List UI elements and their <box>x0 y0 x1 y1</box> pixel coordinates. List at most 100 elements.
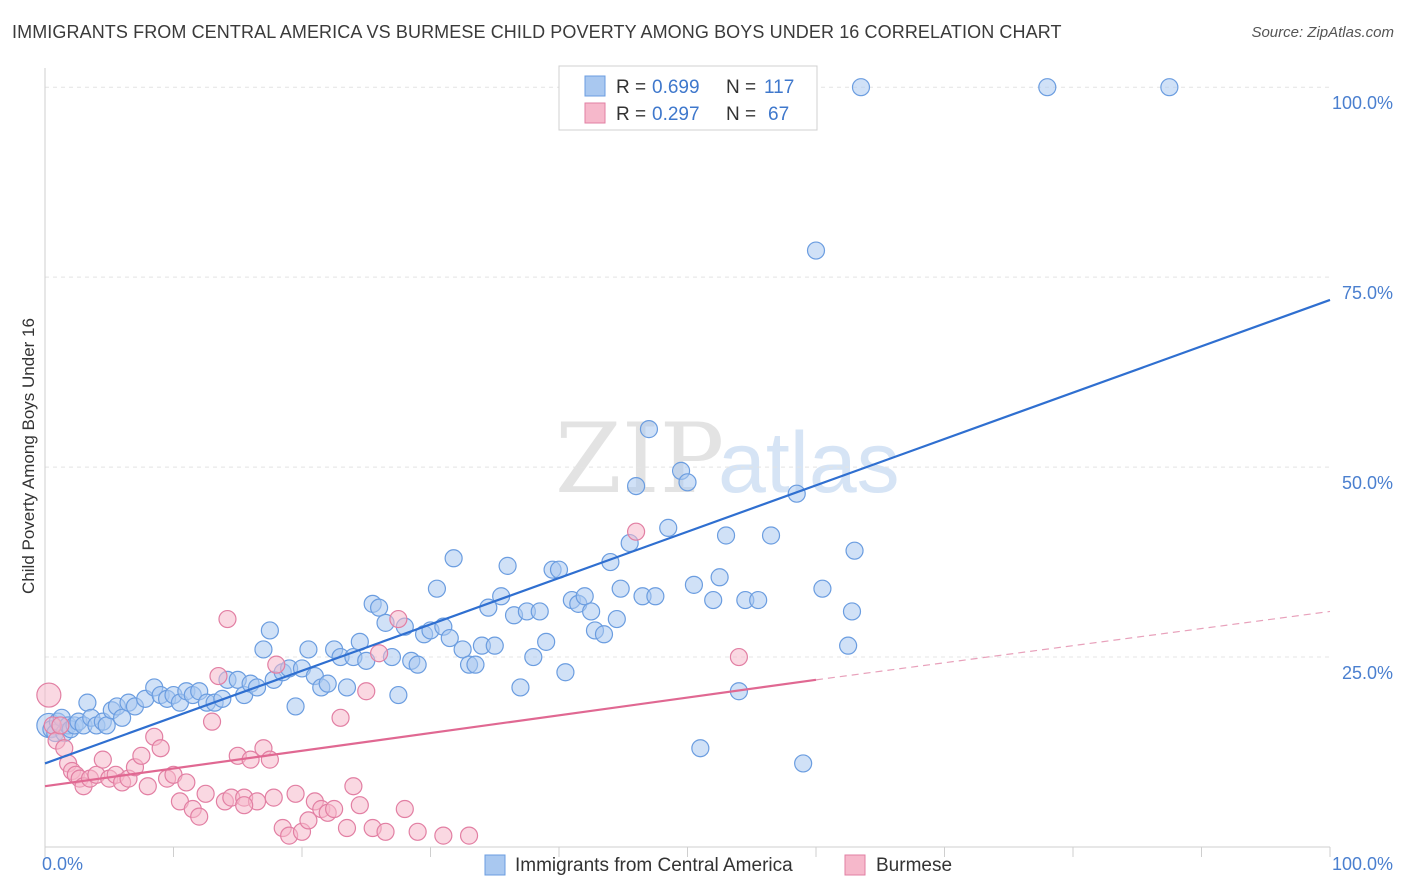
burmese-point <box>325 799 344 819</box>
immigrants-point <box>704 590 723 610</box>
burmese-point <box>331 708 350 727</box>
burmese-point <box>395 799 414 819</box>
burmese-point <box>357 682 376 701</box>
immigrants-point <box>684 575 704 594</box>
trend-line-burmese <box>44 678 817 788</box>
series-burmese <box>36 522 749 845</box>
immigrants-point <box>594 625 614 644</box>
watermark-zip: ZIP <box>555 403 724 515</box>
immigrants-point <box>530 602 549 621</box>
immigrants-point <box>716 526 736 545</box>
burmese-point <box>132 746 151 765</box>
immigrants-point <box>537 632 556 651</box>
burmese-point <box>218 609 237 629</box>
bottom-legend-label-burmese: Burmese <box>876 855 952 876</box>
burmese-point <box>267 655 286 674</box>
immigrants-point <box>556 663 575 682</box>
burmese-point <box>299 811 318 830</box>
immigrants-point <box>575 587 594 606</box>
immigrants-point <box>97 716 116 735</box>
immigrants-point <box>78 693 97 712</box>
immigrants-point <box>453 640 472 659</box>
burmese-point <box>51 716 70 735</box>
burmese-point <box>286 784 305 803</box>
immigrants-point <box>761 526 781 545</box>
immigrants-point <box>254 640 273 659</box>
legend-swatch-immigrants <box>584 75 606 97</box>
immigrants-point <box>794 754 813 773</box>
burmese-point <box>434 826 453 845</box>
immigrants-point <box>639 420 659 439</box>
immigrants-point <box>851 78 871 97</box>
immigrants-point <box>286 697 305 716</box>
y-tick-label-0: 25.0% <box>1342 663 1393 683</box>
burmese-point <box>264 788 283 807</box>
burmese-point <box>196 784 215 803</box>
trend-lines <box>44 298 1331 788</box>
immigrants-point <box>337 678 357 697</box>
immigrants-point <box>626 476 646 496</box>
chart-title: IMMIGRANTS FROM CENTRAL AMERICA VS BURME… <box>12 22 1062 42</box>
burmese-point <box>459 826 479 845</box>
burmese-point <box>138 777 157 796</box>
burmese-point <box>36 682 62 708</box>
burmese-point <box>190 807 209 826</box>
legend-n-value-1: 117 <box>764 77 794 98</box>
immigrants-point <box>408 655 427 674</box>
y-axis-label: Child Poverty Among Boys Under 16 <box>19 318 38 594</box>
legend-r-label-2: R = <box>616 104 646 125</box>
x-tick-label-1: 100.0% <box>1332 854 1393 874</box>
tick-labels: 25.0% 50.0% 75.0% 100.0% 0.0% 100.0% <box>42 93 1393 874</box>
immigrants-point <box>1038 78 1057 97</box>
burmese-point <box>626 522 646 541</box>
legend-r-value-2: 0.297 <box>652 104 700 125</box>
trend-line-immigrants <box>44 298 1331 765</box>
burmese-point <box>93 750 112 769</box>
immigrants-point <box>813 579 832 598</box>
immigrants-point <box>498 556 517 575</box>
immigrants-point <box>806 241 826 260</box>
immigrants-point <box>646 587 665 606</box>
immigrants-point <box>607 609 626 629</box>
legend-swatch-burmese <box>584 102 606 124</box>
immigrants-point <box>466 655 485 674</box>
immigrants-point <box>444 549 463 568</box>
immigrants-point <box>749 590 768 610</box>
bottom-legend-swatch-immigrants <box>484 854 506 876</box>
legend-n-label-2: N = <box>726 104 756 125</box>
immigrants-point <box>1160 78 1179 97</box>
immigrants-point <box>427 579 447 598</box>
burmese-point <box>729 647 749 667</box>
burmese-point <box>408 822 427 841</box>
immigrants-point <box>260 621 279 640</box>
series-legend: Immigrants from Central America Burmese <box>484 854 952 876</box>
x-tick-label-0: 0.0% <box>42 854 83 874</box>
watermark-atlas: atlas <box>718 415 900 511</box>
immigrants-point <box>511 678 530 697</box>
immigrants-point <box>299 640 318 659</box>
legend-r-label-1: R = <box>616 77 646 98</box>
burmese-point <box>370 644 389 663</box>
legend-n-label-1: N = <box>726 77 756 98</box>
immigrants-point <box>842 602 862 621</box>
immigrants-point <box>845 541 864 560</box>
immigrants-point <box>582 602 601 621</box>
immigrants-point <box>112 708 132 727</box>
y-tick-label-2: 75.0% <box>1342 283 1393 303</box>
burmese-point <box>350 796 369 815</box>
immigrants-point <box>659 518 678 537</box>
burmese-point <box>202 712 222 731</box>
immigrants-point <box>440 628 459 648</box>
burmese-point <box>235 796 254 815</box>
immigrants-point <box>678 473 697 492</box>
burmese-point <box>376 822 395 841</box>
legend-r-value-1: 0.699 <box>652 77 700 98</box>
y-tick-label-1: 50.0% <box>1342 473 1393 493</box>
stats-legend: R = 0.699 N = 117 R = 0.297 N = 67 <box>558 65 818 131</box>
bottom-legend-swatch-burmese <box>844 854 866 876</box>
burmese-point <box>209 666 228 686</box>
immigrants-point <box>691 739 710 758</box>
bottom-legend-label-immigrants: Immigrants from Central America <box>515 855 793 876</box>
immigrants-point <box>839 636 858 655</box>
